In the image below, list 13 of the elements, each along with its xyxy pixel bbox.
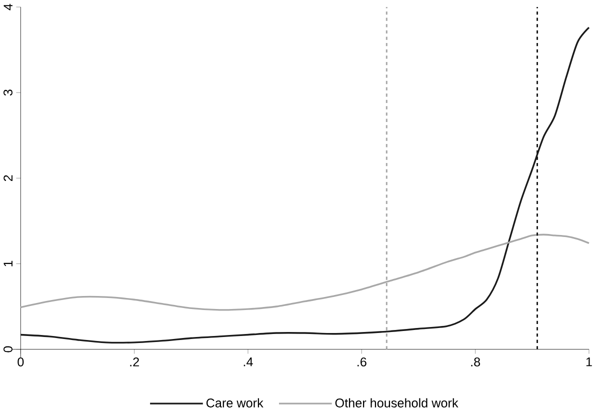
- x-tick-label: 1: [586, 357, 592, 366]
- legend-label: Care work: [206, 398, 264, 408]
- y-tick-label: 4: [4, 4, 12, 10]
- y-tick-label: 2: [4, 175, 12, 181]
- x-tick-label: .4: [244, 357, 253, 366]
- y-tick-label: 1: [4, 260, 12, 266]
- x-tick-label: .8: [471, 357, 480, 366]
- y-tick-label: 3: [4, 90, 12, 96]
- x-tick-label: .2: [130, 357, 139, 366]
- y-tick-label: 0: [4, 346, 12, 352]
- x-tick-label: 0: [18, 357, 24, 366]
- x-tick-label: .6: [358, 357, 366, 366]
- legend-label: Other household work: [335, 398, 458, 408]
